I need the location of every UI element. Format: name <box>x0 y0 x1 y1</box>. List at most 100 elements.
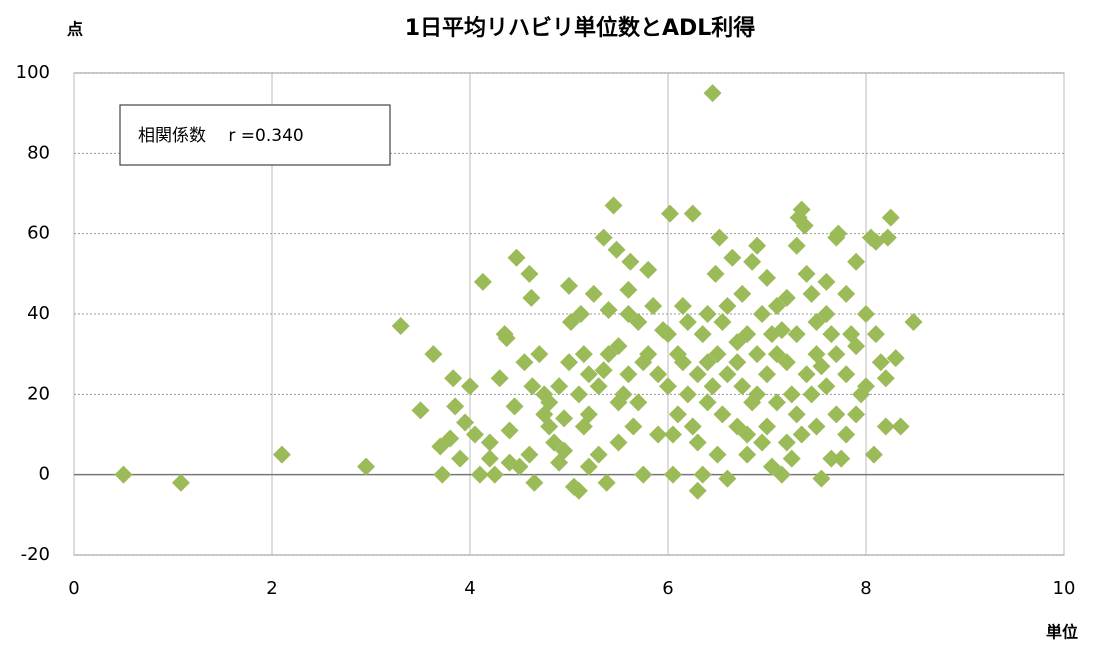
point <box>391 317 410 336</box>
point <box>456 413 475 432</box>
point <box>706 264 725 283</box>
point <box>777 433 796 452</box>
point <box>837 284 856 303</box>
point <box>733 284 752 303</box>
point <box>446 397 465 416</box>
point <box>535 405 554 424</box>
point <box>604 196 623 215</box>
point <box>904 313 923 332</box>
point <box>644 296 663 315</box>
point <box>857 305 875 323</box>
point <box>866 325 885 344</box>
point <box>792 425 811 444</box>
point <box>795 216 814 235</box>
y-tick-label: -20 <box>21 544 50 565</box>
point <box>579 457 598 476</box>
point <box>634 465 653 484</box>
point <box>817 272 836 291</box>
chart-title: 1日平均リハビリ単位数とADL利得 <box>405 15 756 41</box>
point <box>461 377 479 396</box>
point <box>634 353 653 372</box>
point <box>782 449 801 468</box>
point <box>639 260 658 279</box>
annotation-box <box>119 104 391 166</box>
point <box>703 84 722 103</box>
point <box>688 365 707 384</box>
point <box>579 405 598 424</box>
point <box>571 305 590 323</box>
y-tick-label: 100 <box>16 62 50 83</box>
point <box>441 429 460 448</box>
x-tick-label: 6 <box>662 578 673 599</box>
point <box>758 365 776 384</box>
point <box>802 385 821 404</box>
point <box>569 385 588 404</box>
point <box>465 425 484 444</box>
point <box>272 445 291 464</box>
point <box>522 288 541 307</box>
point <box>550 377 569 396</box>
point <box>753 433 772 452</box>
point <box>837 365 856 384</box>
point <box>485 465 504 484</box>
y-tick-label: 40 <box>27 303 50 324</box>
point <box>772 465 791 484</box>
point <box>777 353 796 372</box>
point <box>619 280 638 299</box>
point <box>871 353 890 372</box>
x-tick-label: 0 <box>68 578 79 599</box>
point <box>619 305 638 323</box>
point <box>619 365 638 384</box>
point <box>659 377 677 396</box>
point <box>500 421 519 440</box>
point <box>560 353 578 372</box>
point <box>589 377 608 396</box>
point <box>881 208 900 227</box>
point <box>574 345 593 364</box>
point <box>649 365 668 384</box>
point <box>589 445 608 464</box>
point <box>424 345 443 364</box>
point <box>797 365 816 384</box>
point <box>171 473 190 492</box>
point <box>663 465 682 484</box>
point <box>688 433 707 452</box>
point <box>743 393 762 412</box>
point <box>668 405 687 424</box>
point <box>621 252 640 271</box>
point <box>660 204 679 223</box>
point <box>857 377 875 396</box>
point <box>507 248 526 267</box>
y-tick-label: 20 <box>27 383 50 404</box>
point <box>817 377 836 396</box>
point <box>520 264 539 283</box>
point <box>847 337 866 356</box>
point <box>584 284 603 303</box>
point <box>597 473 616 492</box>
point <box>629 393 648 412</box>
point <box>607 240 626 259</box>
point <box>505 397 524 416</box>
point <box>782 385 801 404</box>
point <box>555 441 574 460</box>
point <box>673 353 692 372</box>
point <box>718 296 737 315</box>
point <box>733 377 752 396</box>
x-axis-label: 単位 <box>1046 623 1078 642</box>
point <box>490 369 509 388</box>
point <box>470 465 489 484</box>
point <box>787 236 806 255</box>
point <box>599 345 618 364</box>
point <box>767 393 786 412</box>
point <box>710 228 729 247</box>
point <box>728 353 747 372</box>
point <box>683 204 702 223</box>
point <box>886 349 905 368</box>
point <box>891 417 910 436</box>
point <box>718 365 737 384</box>
point <box>693 465 712 484</box>
point <box>792 200 811 219</box>
point <box>673 296 692 315</box>
point <box>822 449 841 468</box>
point <box>703 377 722 396</box>
